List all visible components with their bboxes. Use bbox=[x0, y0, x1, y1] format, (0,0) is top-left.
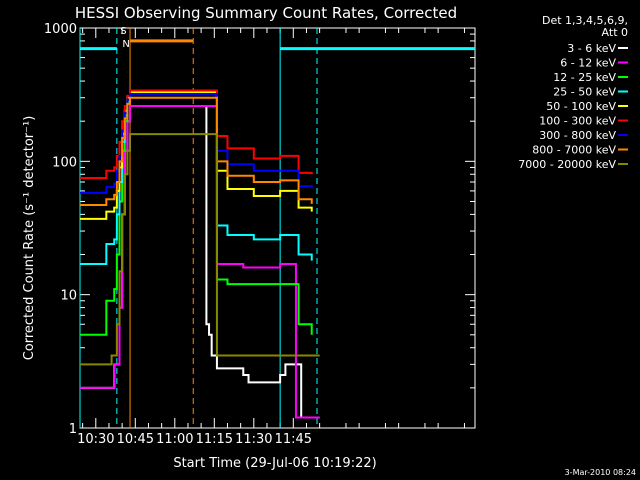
x-tick-label: 11:30 bbox=[235, 432, 272, 447]
x-axis-label: Start Time (29-Jul-06 10:19:22) bbox=[173, 456, 376, 471]
legend-label: 800 - 7000 keV bbox=[532, 144, 616, 157]
interval-label: N bbox=[122, 39, 129, 50]
legend-label: 100 - 300 keV bbox=[539, 115, 616, 128]
x-tick-label: 11:45 bbox=[275, 432, 312, 447]
legend-label: 3 - 6 keV bbox=[567, 42, 616, 55]
x-tick-label: 10:30 bbox=[77, 432, 114, 447]
series-line bbox=[80, 92, 313, 194]
series-line bbox=[80, 91, 313, 265]
legend-label: 6 - 12 keV bbox=[560, 57, 616, 70]
x-tick-label: 11:00 bbox=[156, 432, 193, 447]
legend-label: 7000 - 20000 keV bbox=[518, 158, 616, 171]
legend-label: 12 - 25 keV bbox=[553, 71, 616, 84]
x-axis: 10:30 10:45 11:00 11:15 11:30 11:45 bbox=[77, 28, 465, 447]
y-tick-label: 1 bbox=[69, 422, 77, 437]
plot-area bbox=[79, 27, 476, 429]
legend-header: Att 0 bbox=[602, 26, 628, 39]
interval-label: S bbox=[120, 26, 126, 37]
timestamp: 3-Mar-2010 08:24 bbox=[565, 468, 636, 477]
y-tick-label: 10 bbox=[60, 289, 77, 304]
y-tick-label: 1000 bbox=[44, 22, 77, 37]
legend-label: 25 - 50 keV bbox=[553, 86, 616, 99]
series-line bbox=[80, 91, 313, 336]
x-tick-label: 11:15 bbox=[196, 432, 233, 447]
series-line bbox=[80, 133, 320, 366]
chart-title: HESSI Observing Summary Count Rates, Cor… bbox=[75, 4, 457, 22]
y-tick-label: 100 bbox=[52, 155, 77, 170]
y-axis-label: Corrected Count Rate (s⁻¹ detector⁻¹) bbox=[22, 116, 37, 361]
interval-bars: SN bbox=[79, 26, 475, 428]
legend: Det 1,3,4,5,6,9,Att 0 3 - 6 keV 6 - 12 keV… bbox=[518, 14, 628, 171]
y-axis: 1 10 100 1000 bbox=[44, 22, 475, 437]
series-line bbox=[80, 96, 313, 207]
legend-label: 300 - 800 keV bbox=[539, 129, 616, 142]
legend-label: 50 - 100 keV bbox=[546, 100, 616, 113]
plot-frame bbox=[79, 27, 476, 429]
legend-header: Det 1,3,4,5,6,9, bbox=[542, 14, 628, 27]
x-tick-label: 10:45 bbox=[117, 432, 154, 447]
series-lines bbox=[80, 89, 320, 419]
